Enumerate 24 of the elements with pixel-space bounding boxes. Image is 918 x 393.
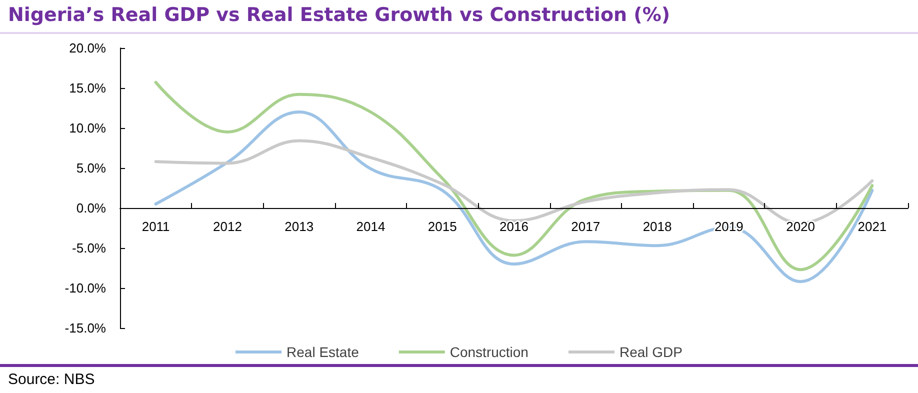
- x-tick-label: 2012: [212, 219, 242, 234]
- legend-label: Construction: [450, 344, 528, 360]
- x-tick-label: 2014: [356, 219, 386, 234]
- y-tick-label: -15.0%: [64, 320, 106, 336]
- legend-label: Real GDP: [619, 344, 683, 360]
- x-tick-label: 2021: [858, 219, 887, 234]
- x-tick-label: 2020: [786, 219, 816, 234]
- source-note: Source: NBS: [8, 371, 95, 388]
- y-tick-label: 5.0%: [76, 160, 106, 176]
- x-tick-label: 2018: [642, 219, 672, 234]
- y-tick-label: 0.0%: [76, 200, 106, 216]
- y-tick-label: 15.0%: [69, 80, 106, 96]
- y-tick-label: -5.0%: [72, 240, 106, 256]
- x-tick-label: 2013: [284, 219, 314, 234]
- x-tick-label: 2019: [714, 219, 744, 234]
- y-tick-label: 20.0%: [69, 40, 106, 56]
- x-tick-label: 2011: [142, 219, 170, 234]
- x-tick-label: 2016: [500, 219, 528, 234]
- y-tick-label: -10.0%: [64, 280, 106, 296]
- x-tick-label: 2017: [571, 219, 600, 234]
- legend-label: Real Estate: [286, 344, 360, 360]
- y-tick-label: 10.0%: [69, 120, 106, 136]
- x-tick-label: 2015: [428, 219, 457, 234]
- chart-title: Nigeria’s Real GDP vs Real Estate Growth vs Construction (%): [8, 4, 670, 26]
